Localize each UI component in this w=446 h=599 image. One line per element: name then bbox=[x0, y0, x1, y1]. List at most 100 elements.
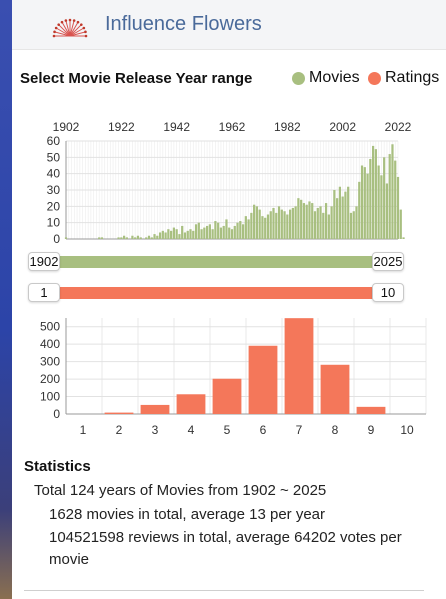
x-tick-label: 10 bbox=[400, 423, 414, 437]
movies-bar bbox=[139, 237, 142, 239]
legend-ratings-label: Ratings bbox=[385, 69, 440, 86]
rating-max-handle[interactable]: 10 bbox=[372, 283, 404, 302]
logo-petal bbox=[54, 31, 71, 37]
movies-bar bbox=[371, 145, 375, 239]
movies-bar bbox=[170, 230, 173, 239]
x-tick-label: 4 bbox=[188, 423, 195, 437]
movies-bar bbox=[336, 198, 339, 239]
movies-bar bbox=[344, 191, 347, 239]
x-tick-label: 1942 bbox=[163, 120, 190, 134]
movies-bar bbox=[239, 221, 242, 239]
movies-bar bbox=[172, 227, 176, 239]
movies-bar bbox=[120, 237, 123, 239]
movies-bar bbox=[277, 206, 281, 239]
movies-bar bbox=[64, 237, 68, 239]
x-tick-label: 1902 bbox=[53, 120, 80, 134]
movies-bar bbox=[358, 181, 361, 239]
movies-bar bbox=[244, 216, 247, 239]
movies-bar bbox=[253, 204, 256, 239]
movies-bar bbox=[355, 206, 358, 239]
movies-bar bbox=[181, 225, 184, 239]
movies-bar bbox=[300, 199, 303, 239]
statistics-reviews: 104521598 reviews in total, average 6420… bbox=[49, 529, 402, 568]
movies-bar bbox=[402, 237, 405, 239]
movies-bar bbox=[297, 198, 300, 239]
year-max-handle[interactable]: 2025 bbox=[372, 252, 404, 271]
app-title: Influence Flowers bbox=[105, 13, 262, 35]
x-tick-label: 2002 bbox=[329, 120, 356, 134]
logo-petal bbox=[69, 20, 75, 37]
movies-bar bbox=[363, 167, 366, 239]
y-tick-label: 30 bbox=[47, 183, 61, 197]
x-tick-label: 9 bbox=[368, 423, 375, 437]
logo-petal-dot bbox=[82, 26, 86, 30]
ratings-bar bbox=[140, 404, 170, 414]
logo-petal bbox=[55, 27, 71, 37]
movies-bar bbox=[380, 175, 383, 239]
movies-bar bbox=[233, 225, 236, 239]
movies-bar bbox=[269, 211, 272, 239]
movies-bar bbox=[156, 235, 159, 239]
movies-bar bbox=[250, 212, 253, 239]
movies-bar bbox=[352, 211, 355, 239]
logo-petal bbox=[58, 24, 71, 37]
legend-movies-dot bbox=[292, 71, 305, 85]
movies-bar bbox=[100, 237, 104, 239]
rating-min-handle[interactable]: 1 bbox=[28, 283, 60, 302]
rating-range-track[interactable] bbox=[58, 287, 374, 299]
background-strip bbox=[0, 0, 12, 599]
movies-bar bbox=[203, 227, 206, 239]
y-tick-label: 300 bbox=[40, 355, 60, 369]
movies-bar bbox=[189, 229, 192, 239]
movies-bar bbox=[366, 173, 369, 239]
movies-bar bbox=[374, 149, 377, 239]
movies-bar bbox=[178, 234, 181, 239]
select-title: Select Movie Release Year range bbox=[20, 70, 253, 87]
movies-bar bbox=[98, 237, 101, 239]
year-range-slider[interactable]: 1902 2025 bbox=[28, 252, 404, 271]
movies-bar bbox=[341, 196, 344, 239]
movies-bar bbox=[194, 224, 198, 239]
movies-bar bbox=[399, 209, 402, 239]
divider bbox=[24, 590, 424, 591]
y-tick-label: 60 bbox=[47, 134, 61, 148]
movies-bar bbox=[247, 219, 250, 239]
x-tick-label: 8 bbox=[332, 423, 339, 437]
legend-movies[interactable]: Movies bbox=[292, 69, 360, 87]
year-range-track[interactable] bbox=[58, 256, 374, 268]
legend-ratings[interactable]: Ratings bbox=[368, 69, 439, 87]
movies-bar bbox=[311, 203, 314, 239]
movies-bar bbox=[324, 203, 328, 239]
legend-movies-label: Movies bbox=[309, 69, 360, 86]
year-min-handle[interactable]: 1902 bbox=[28, 252, 60, 271]
movies-bar bbox=[211, 229, 214, 239]
movies-bar bbox=[225, 219, 228, 239]
logo-petal-dot bbox=[64, 19, 68, 22]
movies-bar bbox=[302, 203, 306, 239]
x-tick-label: 2 bbox=[116, 423, 123, 437]
movies-bar bbox=[175, 229, 178, 239]
y-tick-label: 0 bbox=[53, 232, 60, 246]
movies-bar bbox=[230, 229, 234, 239]
ratings-distribution-chart: 0 100 200 300 400 500 1 2 3 4 5 6 7 8 9 10 bbox=[40, 318, 427, 437]
logo-petal-dot bbox=[57, 23, 60, 26]
movies-bar bbox=[161, 230, 164, 239]
movies-bar bbox=[222, 225, 225, 239]
movies-bar bbox=[275, 212, 278, 239]
logo-petal bbox=[69, 24, 82, 37]
movies-bar bbox=[294, 206, 297, 239]
logo-petal bbox=[61, 21, 71, 37]
movies-bar bbox=[205, 225, 209, 239]
movies-bar bbox=[125, 237, 128, 239]
movies-bar bbox=[391, 144, 394, 239]
x-tick-label: 5 bbox=[224, 423, 231, 437]
y-tick-label: 100 bbox=[40, 390, 60, 404]
ratings-bar bbox=[284, 318, 314, 414]
movies-bar bbox=[117, 237, 120, 239]
statistics-title: Statistics bbox=[24, 458, 91, 475]
movies-bar bbox=[200, 229, 203, 239]
legend-ratings-dot bbox=[368, 71, 381, 85]
rating-range-slider[interactable]: 1 10 bbox=[28, 283, 404, 302]
statistics-movies: 1628 movies in total, average 13 per yea… bbox=[49, 506, 325, 523]
